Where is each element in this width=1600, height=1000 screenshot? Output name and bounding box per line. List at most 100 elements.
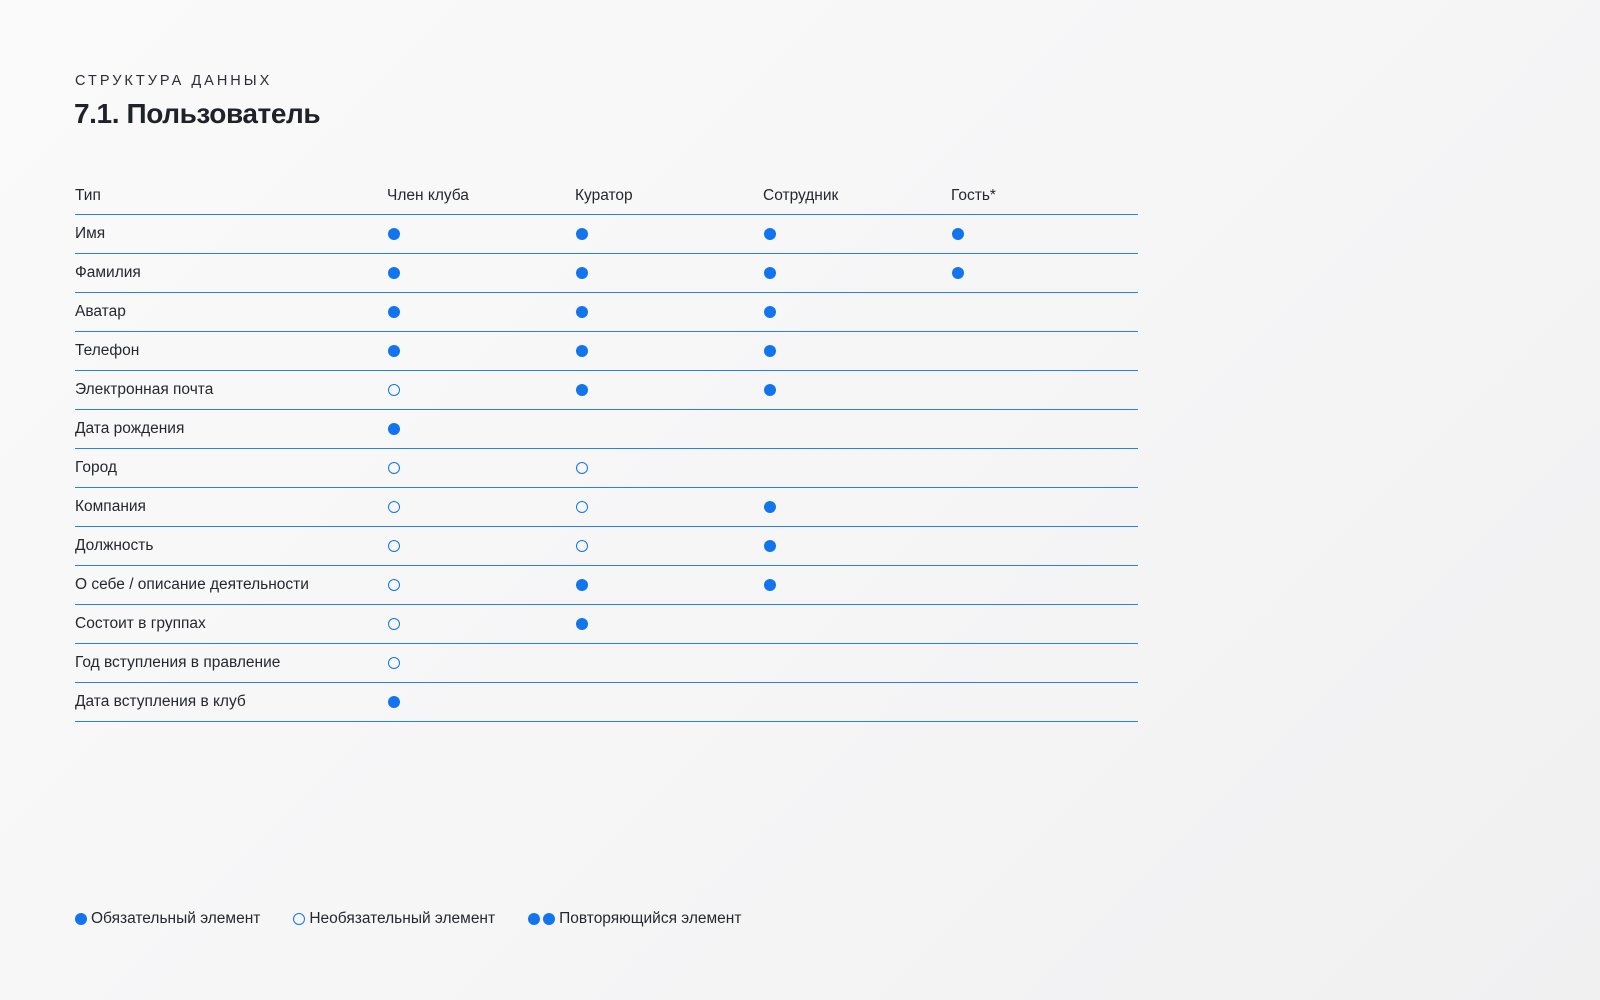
filled-dot-icon [388, 227, 400, 240]
hollow-dot-icon [388, 656, 400, 669]
filled-dot-icon [576, 227, 588, 240]
section-eyebrow: СТРУКТУРА ДАННЫХ [75, 73, 273, 89]
table-cell [575, 331, 763, 371]
row-label: Фамилия [75, 253, 387, 293]
hollow-dot-icon [293, 913, 306, 925]
row-label: Дата вступления в клуб [75, 682, 387, 722]
table-cell [763, 565, 951, 605]
filled-dot-icon [576, 578, 588, 591]
table-cell [575, 448, 763, 488]
table-row: Состоит в группах [75, 604, 1138, 644]
table-cell [575, 487, 763, 527]
table-cell [575, 370, 763, 410]
table-cell [951, 682, 1138, 722]
row-label: Телефон [75, 331, 387, 371]
table-row: О себе / описание деятельности [75, 565, 1138, 605]
row-label: Год вступления в правление [75, 643, 387, 683]
filled-dot-icon [576, 266, 588, 279]
table-cell [951, 526, 1138, 566]
table-row: Должность [75, 526, 1138, 566]
table-cell [387, 448, 575, 488]
hollow-dot-icon [576, 461, 588, 474]
legend-required-label: Обязательный элемент [91, 910, 261, 927]
table-cell [763, 292, 951, 332]
filled-dot-icon [388, 344, 400, 357]
filled-dot-icon [764, 383, 776, 396]
table-cell [387, 643, 575, 683]
column-header-type: Тип [75, 177, 387, 215]
row-label: Компания [75, 487, 387, 527]
table-cell [387, 331, 575, 371]
table-body: Имя Фамилия Аватар Телефон Электронная почта… [75, 214, 1138, 722]
table-cell [575, 643, 763, 683]
legend: Обязательный элемент Необязательный элем… [75, 910, 774, 928]
filled-dot-icon [576, 383, 588, 396]
row-label: Имя [75, 214, 387, 254]
table-cell [575, 292, 763, 332]
filled-dot-icon [764, 539, 776, 552]
column-header-curator: Куратор [575, 177, 763, 215]
hollow-dot-icon [388, 617, 400, 630]
row-label: Дата рождения [75, 409, 387, 449]
table-row: Год вступления в правление [75, 643, 1138, 683]
table-cell [387, 565, 575, 605]
row-label: Электронная почта [75, 370, 387, 410]
double-dot-icon [528, 913, 541, 925]
filled-dot-icon [388, 305, 400, 318]
table-row: Компания [75, 487, 1138, 527]
table-row: Дата рождения [75, 409, 1138, 449]
table-cell [951, 487, 1138, 527]
legend-required: Обязательный элемент [75, 910, 260, 928]
table-cell [951, 214, 1138, 254]
filled-dot-icon [952, 266, 964, 279]
table-cell [763, 487, 951, 527]
table-cell [763, 370, 951, 410]
filled-dot-icon [764, 266, 776, 279]
table-cell [763, 331, 951, 371]
filled-dot-icon [576, 617, 588, 630]
table-cell [951, 448, 1138, 488]
row-label: Город [75, 448, 387, 488]
table-cell [387, 487, 575, 527]
table-cell [575, 604, 763, 644]
filled-dot-icon [388, 266, 400, 279]
table-cell [387, 370, 575, 410]
row-label: Аватар [75, 292, 387, 332]
table-cell [575, 565, 763, 605]
table-cell [951, 643, 1138, 683]
filled-dot-icon [764, 578, 776, 591]
filled-dot-icon [764, 305, 776, 318]
legend-repeating: Повторяющийся элемент [528, 910, 741, 928]
table-cell [763, 643, 951, 683]
legend-repeating-label: Повторяющийся элемент [559, 910, 742, 927]
table-row: Аватар [75, 292, 1138, 332]
table-cell [763, 526, 951, 566]
hollow-dot-icon [388, 539, 400, 552]
column-header-guest: Гость* [951, 177, 1138, 215]
table-cell [387, 604, 575, 644]
table-cell [951, 292, 1138, 332]
table-cell [763, 253, 951, 293]
row-label: Состоит в группах [75, 604, 387, 644]
table-cell [387, 214, 575, 254]
data-structure-table: Тип Член клуба Куратор Сотрудник Гость* … [75, 177, 1138, 722]
table-cell [387, 409, 575, 449]
table-cell [763, 604, 951, 644]
table-cell [763, 682, 951, 722]
table-cell [951, 331, 1138, 371]
table-header-row: Тип Член клуба Куратор Сотрудник Гость* [75, 177, 1138, 215]
table-row: Фамилия [75, 253, 1138, 293]
hollow-dot-icon [388, 578, 400, 591]
double-dot-icon [543, 913, 556, 925]
filled-dot-icon [952, 227, 964, 240]
table-cell [575, 253, 763, 293]
table-cell [763, 214, 951, 254]
table-row: Телефон [75, 331, 1138, 371]
filled-dot-icon [764, 500, 776, 513]
table-cell [951, 370, 1138, 410]
table-cell [387, 526, 575, 566]
row-label: О себе / описание деятельности [75, 565, 387, 605]
hollow-dot-icon [388, 500, 400, 513]
filled-dot-icon [764, 344, 776, 357]
table-cell [387, 682, 575, 722]
